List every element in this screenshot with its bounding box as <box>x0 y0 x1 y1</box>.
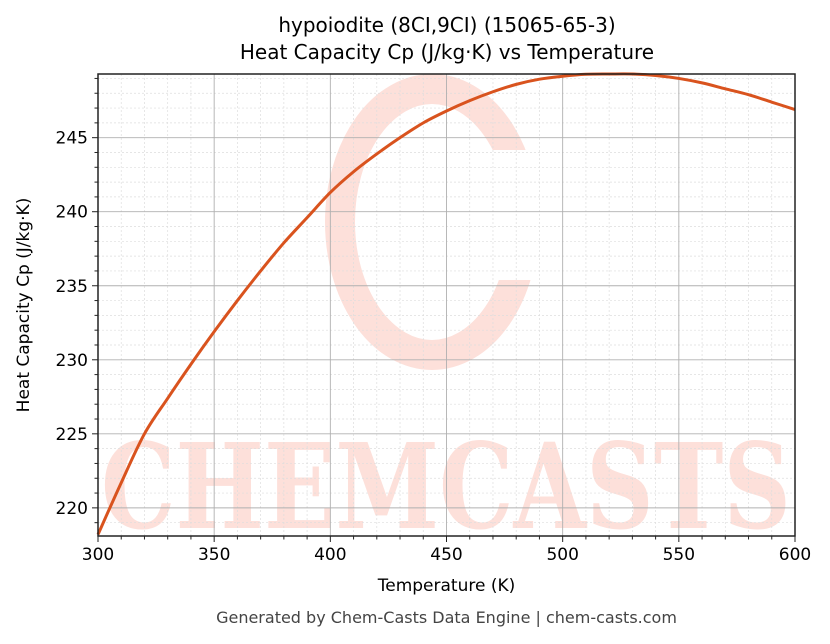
chart-title: hypoiodite (8CI,9CI) (15065-65-3) <box>278 13 616 37</box>
svg-text:225: 225 <box>56 425 88 445</box>
svg-text:500: 500 <box>546 545 578 565</box>
footer-credit: Generated by Chem-Casts Data Engine | ch… <box>216 608 677 627</box>
major-gridlines <box>97 74 796 536</box>
chart-subtitle: Heat Capacity Cp (J/kg·K) vs Temperature <box>239 40 655 64</box>
svg-text:600: 600 <box>779 545 811 565</box>
svg-text:230: 230 <box>56 351 88 371</box>
svg-text:300: 300 <box>82 545 114 565</box>
svg-text:450: 450 <box>430 545 462 565</box>
svg-text:240: 240 <box>56 203 88 223</box>
x-axis-label: Temperature (K) <box>377 576 516 596</box>
watermark-text: CHEMCASTS <box>101 417 791 556</box>
svg-text:550: 550 <box>663 545 695 565</box>
watermark-logo: CHEMCASTS <box>101 74 791 556</box>
svg-text:220: 220 <box>56 499 88 519</box>
svg-text:245: 245 <box>56 129 88 149</box>
svg-text:350: 350 <box>198 545 230 565</box>
y-axis-label: Heat Capacity Cp (J/kg·K) <box>14 197 34 413</box>
svg-text:400: 400 <box>314 545 346 565</box>
data-line <box>96 72 796 536</box>
svg-text:235: 235 <box>56 277 88 297</box>
axis-ticks: 300 350 400 450 500 550 600 220 225 230 235 240 245 <box>56 77 811 565</box>
